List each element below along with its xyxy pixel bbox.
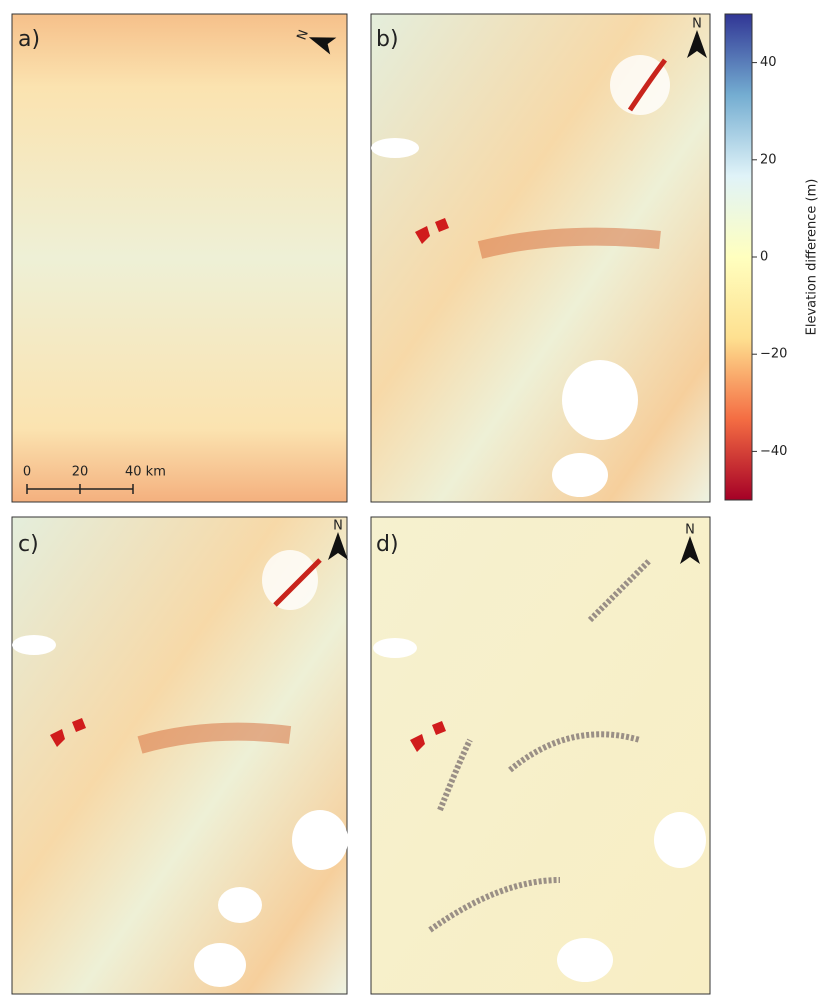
colorbar: Elevation difference (m) −40 −20 0 20 40 bbox=[724, 13, 820, 501]
north-arrow: N bbox=[294, 28, 337, 55]
colorbar-tick-label: 0 bbox=[760, 250, 768, 265]
colorbar-tick-label: 20 bbox=[760, 152, 777, 167]
white-patch bbox=[552, 453, 608, 497]
scale-label: 40 km bbox=[125, 465, 166, 480]
white-patch bbox=[557, 938, 613, 982]
white-patch bbox=[562, 360, 638, 440]
panel-label: d) bbox=[376, 532, 399, 557]
ridge bbox=[477, 227, 661, 259]
colorbar-tick-label: 40 bbox=[760, 55, 777, 70]
white-patch bbox=[194, 943, 246, 987]
red-patch bbox=[410, 721, 446, 752]
colorbar-scale bbox=[724, 13, 753, 501]
panel-c: N c) bbox=[11, 516, 348, 995]
white-patch bbox=[292, 810, 348, 870]
scale-label: 0 bbox=[23, 465, 31, 480]
north-label: N bbox=[692, 17, 702, 32]
north-arrow: N bbox=[328, 519, 348, 560]
north-label: N bbox=[333, 519, 343, 534]
white-patch bbox=[12, 635, 56, 655]
glacier bbox=[273, 558, 322, 607]
red-patch bbox=[50, 718, 86, 747]
panel-label: c) bbox=[18, 532, 39, 557]
north-arrow: N bbox=[680, 523, 700, 564]
map bbox=[370, 516, 711, 995]
colorbar-label: Elevation difference (m) bbox=[805, 179, 820, 336]
map bbox=[11, 13, 348, 503]
outline bbox=[428, 557, 653, 933]
white-patch bbox=[373, 638, 417, 658]
north-label: N bbox=[685, 523, 695, 538]
colorbar-tick-label: −40 bbox=[760, 444, 787, 459]
glacier bbox=[627, 58, 668, 112]
ridge bbox=[137, 722, 292, 754]
red-patch bbox=[415, 218, 449, 244]
north-arrow: N bbox=[687, 17, 707, 58]
white-patch bbox=[654, 812, 706, 868]
colorbar-tick-label: −20 bbox=[760, 347, 787, 362]
panel-d: N d) bbox=[370, 516, 711, 995]
panel-b: N b) bbox=[370, 13, 711, 503]
scale-label: 20 bbox=[72, 465, 89, 480]
panel-a: 0 20 40 km N a) bbox=[11, 13, 348, 503]
north-label: N bbox=[294, 28, 311, 42]
white-patch bbox=[218, 887, 262, 923]
white-patch bbox=[262, 550, 318, 610]
panel-label: a) bbox=[18, 27, 40, 52]
panel-label: b) bbox=[376, 27, 399, 52]
white-patch bbox=[371, 138, 419, 158]
